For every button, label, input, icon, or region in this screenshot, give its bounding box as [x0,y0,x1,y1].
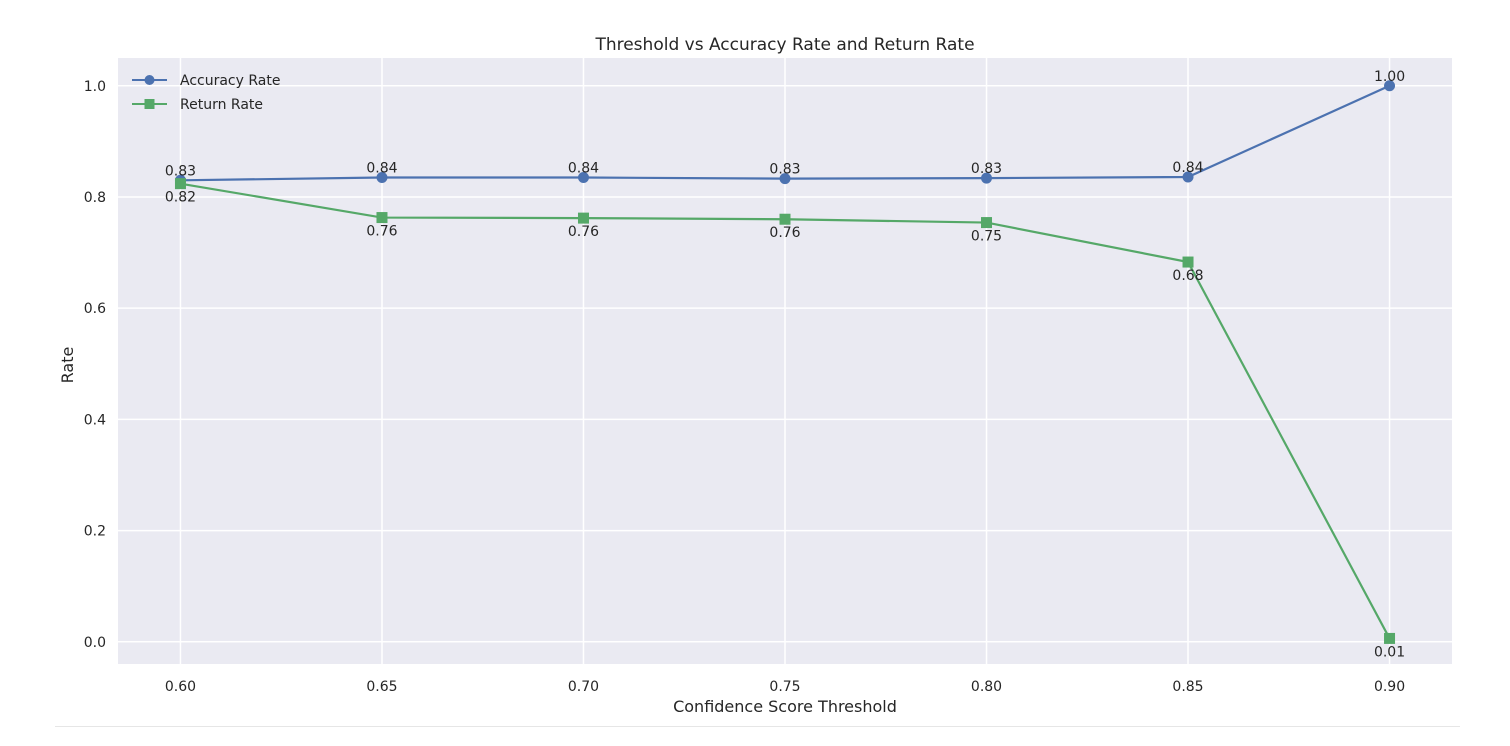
legend-marker-accuracy [144,75,155,85]
data-point [1384,80,1396,92]
data-label: 0.83 [971,161,1002,177]
data-point [981,217,993,229]
data-point [1384,632,1396,644]
y-tick-label: 0.6 [84,301,106,317]
data-label: 0.76 [568,224,599,240]
x-tick-label: 0.65 [366,679,397,695]
y-tick-label: 0.2 [84,524,106,540]
legend-marker-return [144,99,155,109]
y-tick-label: 0.0 [84,635,106,651]
grid [118,58,1452,664]
data-point [981,172,993,184]
y-axis-title: Rate [58,347,77,384]
legend: Accuracy Rate Return Rate [132,73,280,113]
data-point [779,213,791,225]
data-label: 0.68 [1172,268,1203,284]
data-label: 0.82 [165,190,196,206]
data-point [376,212,388,224]
data-label: 0.76 [769,225,800,241]
data-label: 0.83 [165,163,196,179]
data-label: 1.00 [1374,69,1405,85]
bottom-rule [55,726,1460,727]
x-tick-label: 0.75 [769,679,800,695]
axis-ticks: 0.60 0.65 0.70 0.75 0.80 0.85 0.90 0.0 0.2 0.4 0.6… [84,79,1405,695]
data-label: 0.84 [1172,160,1203,176]
data-label: 0.84 [366,161,397,177]
x-tick-label: 0.90 [1374,679,1405,695]
data-label: 0.84 [568,161,599,177]
data-point [174,178,186,190]
x-tick-label: 0.85 [1172,679,1203,695]
data-point [1182,256,1194,268]
legend-label-accuracy: Accuracy Rate [180,73,280,89]
data-point [577,172,589,184]
y-tick-label: 0.8 [84,190,106,206]
data-label: 0.01 [1374,644,1405,660]
x-tick-label: 0.70 [568,679,599,695]
data-point [376,172,388,184]
legend-label-return: Return Rate [180,97,263,113]
x-tick-label: 0.80 [971,679,1002,695]
x-axis-title: Confidence Score Threshold [673,697,897,716]
data-label: 0.83 [769,162,800,178]
data-point [1182,171,1194,183]
x-tick-label: 0.60 [165,679,196,695]
data-labels: 0.83 0.84 0.84 0.83 0.83 0.84 1.00 0.82 0.76 0.76… [165,69,1405,661]
chart-title: Threshold vs Accuracy Rate and Return Ra… [594,35,974,55]
y-tick-label: 0.4 [84,412,106,428]
data-point [779,173,791,185]
data-label: 0.75 [971,229,1002,245]
data-point [577,212,589,224]
series-layer [174,80,1396,644]
y-tick-label: 1.0 [84,79,106,95]
data-label: 0.76 [366,224,397,240]
